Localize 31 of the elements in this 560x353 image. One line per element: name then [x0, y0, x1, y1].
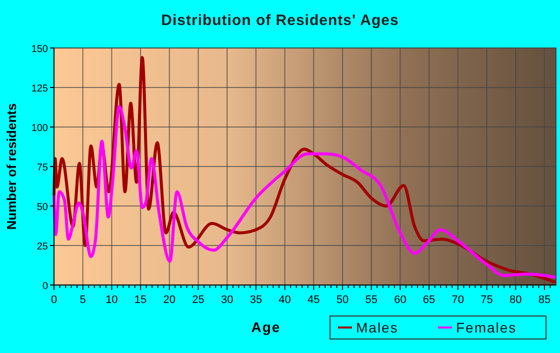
x-axis-title: Age: [251, 319, 281, 335]
x-tick-label: 15: [134, 294, 147, 306]
x-tick-label: 40: [278, 294, 291, 306]
x-tick-label: 10: [106, 294, 118, 306]
y-tick-label: 150: [31, 44, 48, 55]
x-tick-label: 35: [250, 294, 262, 306]
y-tick-label: 25: [36, 242, 48, 252]
y-tick-label: 50: [36, 202, 48, 213]
y-tick-label: 100: [31, 123, 48, 134]
x-tick-label: 75: [480, 294, 493, 306]
x-tick-label: 5: [80, 294, 86, 306]
x-tick-label: 70: [452, 294, 464, 306]
x-tick-label: 65: [422, 294, 436, 306]
x-tick-label: 0: [50, 294, 58, 306]
y-tick-label: 125: [31, 84, 48, 94]
x-tick-label: 60: [394, 294, 406, 306]
y-axis-title: Number of residents: [4, 103, 19, 230]
x-tick-label: 30: [220, 294, 234, 306]
legend-label: Males: [356, 320, 398, 336]
x-tick-label: 45: [308, 294, 320, 306]
x-tick-label: 50: [336, 294, 349, 306]
y-tick-label: 0: [42, 281, 48, 292]
chart-title: Distribution of Residents' Ages: [161, 12, 399, 29]
x-tick-label: 25: [192, 294, 204, 306]
x-tick-label: 80: [509, 294, 522, 306]
x-tick-label: 85: [538, 294, 551, 306]
x-tick-label: 20: [163, 294, 176, 306]
y-tick-label: 75: [36, 162, 48, 174]
x-tick-label: 55: [365, 294, 378, 306]
legend-label: Females: [456, 320, 517, 336]
line-series: [52, 104, 556, 279]
